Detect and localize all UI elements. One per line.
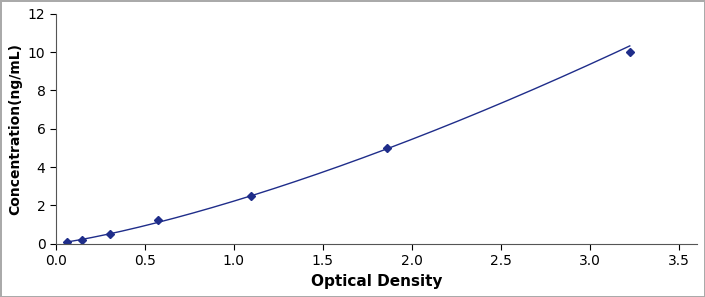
Y-axis label: Concentration(ng/mL): Concentration(ng/mL) bbox=[8, 43, 23, 215]
X-axis label: Optical Density: Optical Density bbox=[310, 274, 442, 289]
